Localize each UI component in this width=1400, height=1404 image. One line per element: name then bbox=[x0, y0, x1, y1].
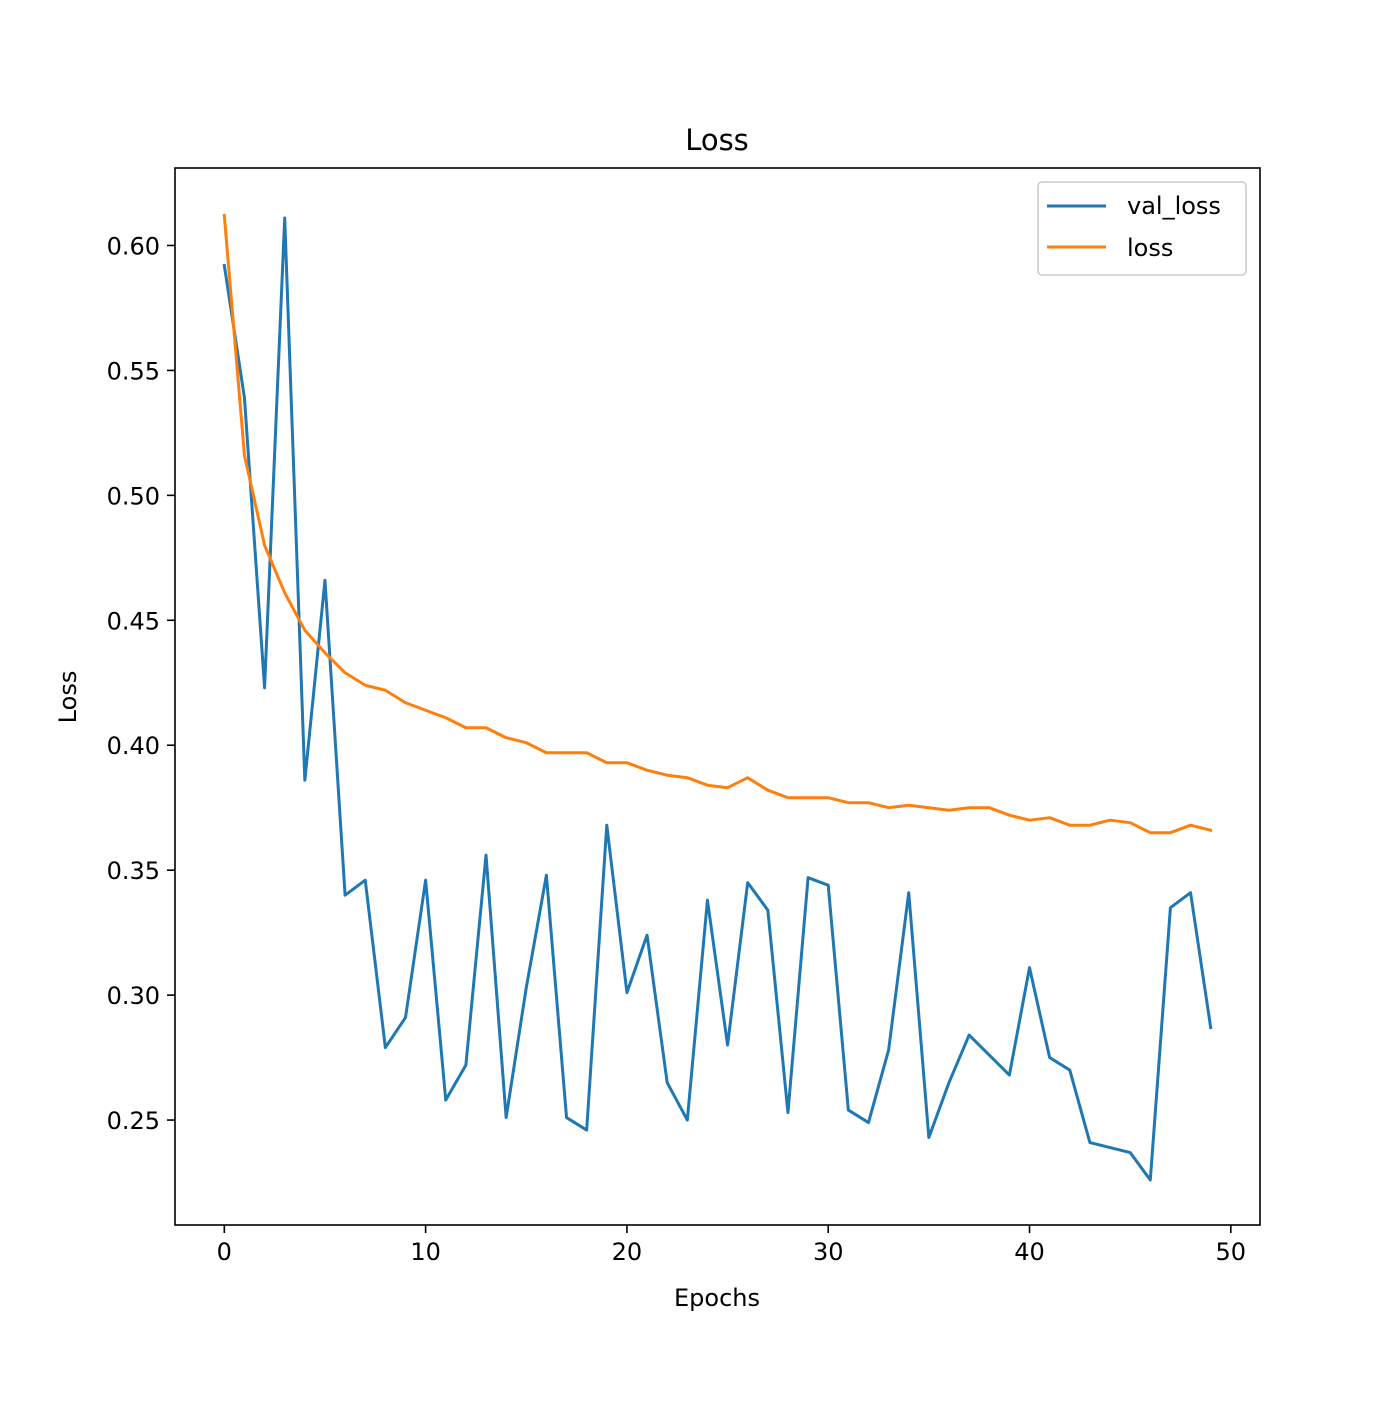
plot-frame bbox=[174, 167, 1261, 1226]
legend: val_loss loss bbox=[1037, 181, 1247, 276]
legend-label-loss: loss bbox=[1127, 234, 1173, 262]
y-tick-label: 0.50 bbox=[107, 482, 160, 510]
y-tick-label: 0.55 bbox=[107, 357, 160, 385]
y-tick-label: 0.25 bbox=[107, 1107, 160, 1135]
y-tick-label: 0.30 bbox=[107, 982, 160, 1010]
x-tick-label: 30 bbox=[813, 1238, 844, 1266]
x-tick-label: 50 bbox=[1216, 1238, 1247, 1266]
chart-title: Loss bbox=[685, 123, 749, 157]
series-layer bbox=[222, 213, 1213, 1182]
y-tick-label: 0.35 bbox=[107, 857, 160, 885]
x-tick-label: 40 bbox=[1014, 1238, 1045, 1266]
series-line-val-loss bbox=[222, 216, 1213, 1182]
y-tick-label: 0.45 bbox=[107, 607, 160, 635]
y-tick-label: 0.60 bbox=[107, 232, 160, 260]
x-tick-label: 10 bbox=[410, 1238, 441, 1266]
y-axis-ticks: 0.25 0.30 0.35 0.40 0.45 0.50 0.55 0.60 bbox=[107, 232, 175, 1135]
x-axis-ticks: 0 10 20 30 40 50 bbox=[217, 1225, 1246, 1266]
y-axis-label: Loss bbox=[54, 671, 82, 724]
series-line-loss bbox=[222, 213, 1213, 835]
legend-label-val-loss: val_loss bbox=[1127, 192, 1221, 220]
y-tick-label: 0.40 bbox=[107, 732, 160, 760]
x-tick-label: 0 bbox=[217, 1238, 232, 1266]
x-tick-label: 20 bbox=[612, 1238, 643, 1266]
x-axis-label: Epochs bbox=[674, 1284, 760, 1312]
